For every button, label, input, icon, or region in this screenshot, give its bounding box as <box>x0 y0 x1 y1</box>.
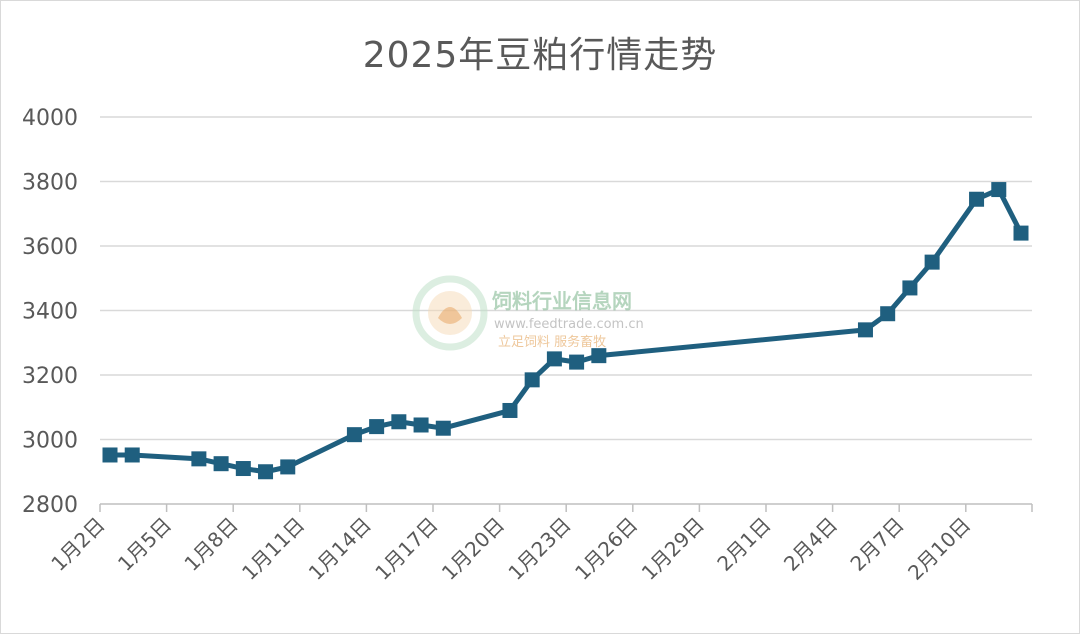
x-tick-label: 1月2日 <box>46 513 109 576</box>
y-tick-label: 3400 <box>22 300 78 325</box>
y-tick-label: 2800 <box>22 493 78 518</box>
data-point-marker <box>391 414 407 430</box>
data-point-marker <box>413 417 429 433</box>
x-axis: 1月2日 1月5日 1月8日1月11日1月14日1月17日1月20日1月23日1月2… <box>46 503 1033 585</box>
data-point-marker <box>502 402 518 418</box>
x-tick-label: 2月10日 <box>903 513 975 585</box>
series-line <box>102 182 1029 480</box>
data-point-marker <box>1013 225 1029 241</box>
x-tick-label: 2月4日 <box>779 513 842 576</box>
data-point-marker <box>546 351 562 367</box>
x-tick-label: 1月20日 <box>437 513 509 585</box>
data-point-marker <box>991 182 1007 198</box>
y-tick-label: 3000 <box>22 429 78 454</box>
watermark-emblem-icon <box>412 275 488 351</box>
y-axis-ticks: 2800 3000 3200 3400 3600 3800 4000 <box>22 106 78 518</box>
data-point-marker <box>213 456 229 472</box>
data-point-marker <box>857 322 873 338</box>
data-point-marker <box>235 461 251 477</box>
data-point-marker <box>369 419 385 435</box>
data-point-marker <box>591 348 607 364</box>
data-point-marker <box>124 447 140 463</box>
x-tick-label: 1月11日 <box>237 513 309 585</box>
y-tick-label: 3600 <box>22 235 78 260</box>
data-point-marker <box>524 372 540 388</box>
x-tick-label: 2月1日 <box>712 513 775 576</box>
data-point-marker <box>102 447 118 463</box>
x-tick-label: 1月29日 <box>637 513 709 585</box>
data-point-marker <box>280 459 296 475</box>
watermark-url: www.feedtrade.com.cn <box>494 317 644 332</box>
data-point-marker <box>346 427 362 443</box>
grid-lines <box>100 116 1032 441</box>
data-point-marker <box>435 420 451 436</box>
x-tick-label: 1月23日 <box>503 513 575 585</box>
x-tick-label: 1月17日 <box>370 513 442 585</box>
y-tick-label: 3800 <box>22 171 78 196</box>
x-tick-label: 1月14日 <box>304 513 376 585</box>
x-tick-label: 1月5日 <box>113 513 176 576</box>
chart-title: 2025年豆粕行情走势 <box>362 35 718 76</box>
data-point-marker <box>191 451 207 467</box>
data-point-marker <box>924 254 940 270</box>
data-point-marker <box>258 464 274 480</box>
watermark-name: 饲料行业信息网 <box>491 289 632 313</box>
y-tick-label: 4000 <box>22 106 78 131</box>
data-point-marker <box>569 354 585 370</box>
data-point-marker <box>902 280 918 296</box>
x-tick-label: 1月26日 <box>570 513 642 585</box>
watermark-slogan: 立足饲料 服务畜牧 <box>498 334 606 350</box>
watermark-logo: 饲料行业信息网 www.feedtrade.com.cn 立足饲料 服务畜牧 <box>412 275 644 351</box>
x-tick-label: 1月8日 <box>179 513 242 576</box>
x-tick-label: 2月7日 <box>845 513 908 576</box>
data-point-marker <box>969 191 985 207</box>
data-point-marker <box>880 306 896 322</box>
y-tick-label: 3200 <box>22 364 78 389</box>
